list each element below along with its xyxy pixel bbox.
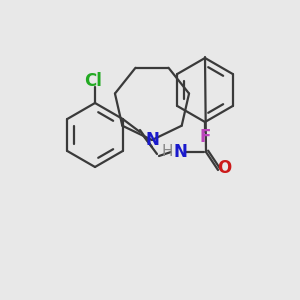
Text: Cl: Cl [84, 72, 102, 90]
Text: N: N [173, 143, 187, 161]
Text: N: N [145, 131, 159, 149]
Text: F: F [199, 128, 211, 146]
Text: O: O [217, 159, 231, 177]
Text: H: H [161, 145, 173, 160]
